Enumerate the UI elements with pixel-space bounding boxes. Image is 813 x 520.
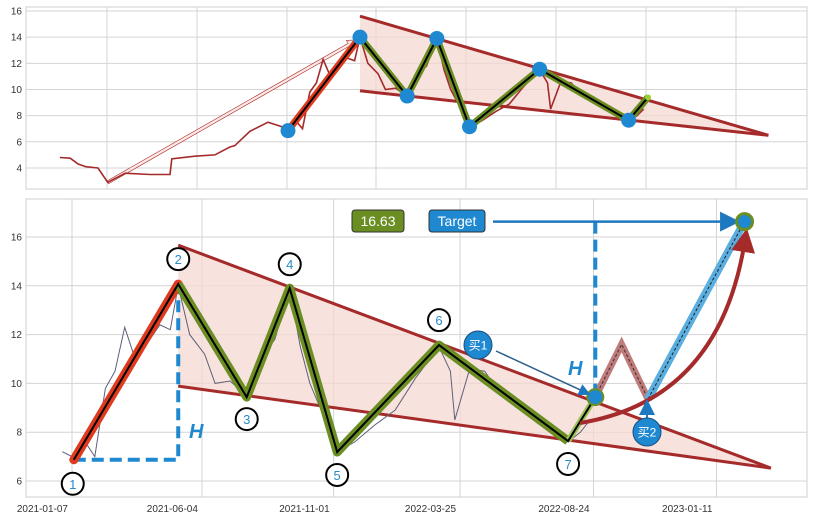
pivot-label: 2 bbox=[175, 252, 182, 267]
detail-ytick-label: 10 bbox=[11, 379, 23, 390]
overview-pivot-dot bbox=[280, 123, 296, 139]
pivot-label-circle bbox=[427, 308, 452, 333]
overview-ytick-label: 6 bbox=[16, 137, 22, 148]
pivot-label: 1 bbox=[69, 477, 76, 492]
height-label: H bbox=[568, 358, 583, 380]
detail-xtick-label: 2021-01-07 bbox=[17, 504, 69, 515]
detail-xtick-label: 2023-01-11 bbox=[662, 504, 713, 515]
pivot-label: 4 bbox=[286, 257, 293, 272]
target-value-box bbox=[351, 209, 405, 233]
overview-pivot-dot bbox=[621, 112, 637, 128]
detail-lower-trendline bbox=[177, 384, 772, 470]
overview-price-line bbox=[59, 34, 645, 184]
overview-ytick-label: 16 bbox=[11, 7, 23, 18]
pivot-label: 5 bbox=[334, 468, 341, 483]
buy-signal-label: 买1 bbox=[469, 339, 488, 353]
pivot-label-circle bbox=[60, 471, 85, 496]
overview-lower-trendline bbox=[359, 89, 769, 137]
buy-signal-label: 买2 bbox=[638, 426, 657, 440]
overview-pivot-dot bbox=[462, 119, 477, 135]
overview-pivot-dot bbox=[429, 30, 445, 46]
detail-ytick-label: 12 bbox=[11, 330, 23, 341]
overview-ytick-label: 4 bbox=[16, 163, 22, 174]
detail-zigzag-core bbox=[72, 282, 597, 461]
buy-signal-badge bbox=[632, 417, 662, 447]
curved-breakout-arrow bbox=[579, 228, 755, 425]
detail-xtick-label: 2022-08-24 bbox=[538, 504, 590, 515]
overview-pivot-dot bbox=[352, 29, 368, 45]
overview-zigzag-core bbox=[287, 35, 649, 132]
target-label-box bbox=[428, 209, 486, 233]
target-dot bbox=[735, 212, 755, 232]
buy1-arrow bbox=[495, 350, 591, 396]
pivot-label-circle bbox=[234, 407, 259, 432]
overview-chart: 4 6 8 10 12 14 16 bbox=[11, 6, 808, 190]
projected-pullback bbox=[592, 336, 652, 401]
breakout-dot bbox=[586, 388, 605, 407]
pivot-label-circle bbox=[325, 462, 350, 487]
detail-xtick-label: 2021-11-01 bbox=[279, 504, 330, 515]
overview-ytick-label: 8 bbox=[16, 111, 22, 122]
overview-ytick-label: 14 bbox=[11, 33, 23, 44]
detail-ytick-label: 16 bbox=[11, 233, 23, 244]
pivot-label-circle bbox=[556, 451, 581, 476]
height-label: H bbox=[189, 421, 204, 443]
pivot-label: 3 bbox=[243, 412, 250, 427]
detail-ytick-label: 14 bbox=[11, 281, 23, 292]
overview-ytick-label: 12 bbox=[11, 59, 23, 70]
overview-pivot-dot bbox=[532, 61, 548, 77]
pivot-label: 6 bbox=[435, 313, 442, 328]
target-label-text: Target bbox=[438, 213, 477, 229]
detail-ytick-label: 8 bbox=[16, 428, 22, 439]
projected-rise-core bbox=[647, 221, 745, 400]
overview-zigzag-end bbox=[644, 94, 651, 101]
detail-xtick-label: 2022-03-25 bbox=[405, 504, 457, 515]
target-value-text: 16.63 bbox=[360, 213, 395, 229]
pivot-label-circle bbox=[166, 247, 191, 272]
pivot-label-circle bbox=[277, 252, 302, 277]
buy-signal-badge bbox=[463, 330, 493, 360]
overview-upper-trendline bbox=[359, 14, 769, 137]
overview-ytick-label: 10 bbox=[11, 85, 23, 96]
pivot-label: 7 bbox=[564, 457, 571, 472]
overview-pivot-dot bbox=[399, 88, 415, 104]
detail-xtick-label: 2021-06-04 bbox=[147, 504, 199, 515]
height-measure-dashed bbox=[73, 284, 181, 462]
detail-ytick-label: 6 bbox=[16, 477, 22, 488]
